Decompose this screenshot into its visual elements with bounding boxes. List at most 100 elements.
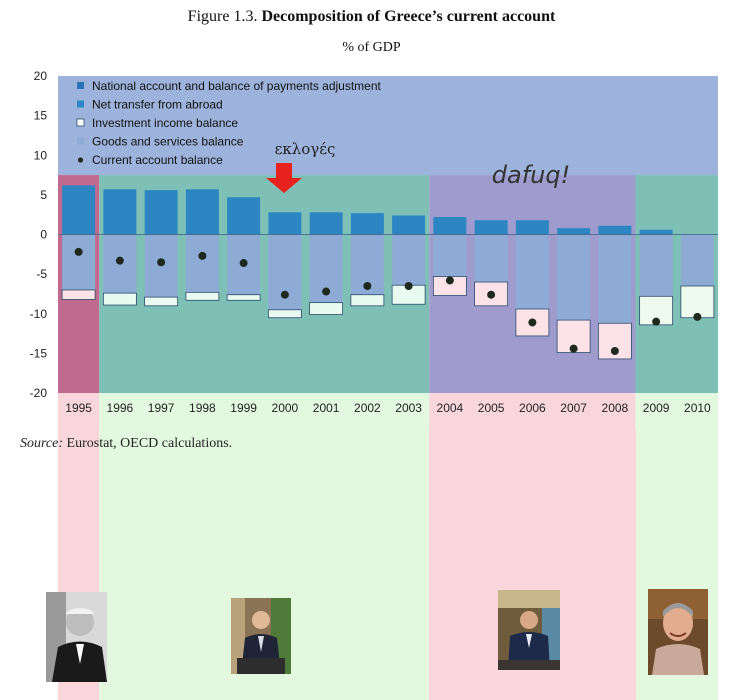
dot-current-account-2004 <box>445 276 454 285</box>
bar-net-transfer-2009 <box>639 229 673 235</box>
bar-goods-services-2003 <box>392 234 426 286</box>
bar-goods-services-2004 <box>433 234 467 277</box>
bar-investment-income-2000 <box>267 309 302 319</box>
y-tick-label-20: 20 <box>34 69 48 83</box>
legend-label-3: Goods and services balance <box>92 135 244 149</box>
dot-current-account-1997 <box>157 258 166 267</box>
period-band-lower-1996 <box>99 393 430 430</box>
bar-net-transfer-1996 <box>103 189 137 235</box>
arrow-down-icon <box>266 163 302 193</box>
bar-goods-services-2008 <box>598 234 632 324</box>
legend-swatch-1 <box>77 100 84 108</box>
legend-label-1: Net transfer from abroad <box>92 98 223 112</box>
x-tick-label-2009: 2009 <box>643 401 670 415</box>
legend-swatch-3 <box>77 137 84 145</box>
y-tick-label-10: 10 <box>34 148 48 162</box>
bar-investment-income-1998 <box>185 291 220 301</box>
x-tick-label-2007: 2007 <box>560 401 587 415</box>
bar-investment-income-1995 <box>61 289 96 300</box>
y-tick-label--5: -5 <box>36 267 47 281</box>
bar-goods-services-1995 <box>62 234 96 290</box>
figure-title: Figure 1.3. Decomposition of Greece’s cu… <box>0 8 743 26</box>
source-note: Source: Eurostat, OECD calculations. <box>20 436 232 452</box>
legend-label-0: National account and balance of payments… <box>92 79 382 93</box>
period-band-lower-2009 <box>635 393 718 430</box>
figure-subtitle: % of GDP <box>342 40 401 55</box>
portrait-2004-2008 <box>498 590 560 670</box>
x-tick-label-2008: 2008 <box>602 401 629 415</box>
portrait-2009 <box>648 589 708 675</box>
y-tick-label-5: 5 <box>40 188 47 202</box>
dot-current-account-2000 <box>280 290 289 299</box>
y-tick-label-15: 15 <box>34 109 48 123</box>
x-tick-label-1998: 1998 <box>189 401 216 415</box>
bar-goods-services-2005 <box>474 234 508 283</box>
x-tick-label-2000: 2000 <box>272 401 299 415</box>
y-tick-label--10: -10 <box>30 307 48 321</box>
bar-investment-income-1997 <box>144 296 179 307</box>
portrait-1995 <box>46 592 107 682</box>
legend-label-4: Current account balance <box>92 153 223 167</box>
period-band-lower-1995 <box>58 393 100 430</box>
plot-background <box>58 76 718 176</box>
y-tick-label--20: -20 <box>30 386 48 400</box>
legend-swatch-0 <box>77 82 84 89</box>
figure-title-text: Decomposition of Greece’s current accoun… <box>261 8 556 25</box>
dot-current-account-2002 <box>363 282 372 291</box>
dot-current-account-1996 <box>115 256 124 265</box>
x-tick-label-2010: 2010 <box>684 401 711 415</box>
bar-investment-income-1999 <box>226 294 261 301</box>
legend-label-2: Investment income balance <box>92 116 238 130</box>
dot-current-account-2007 <box>569 344 578 353</box>
x-tick-label-1997: 1997 <box>148 401 175 415</box>
annotation-elections: εκλογές <box>275 140 336 158</box>
x-tick-label-1995: 1995 <box>65 401 92 415</box>
x-tick-label-2001: 2001 <box>313 401 340 415</box>
period-band-lower-2004 <box>429 393 636 430</box>
bar-investment-income-2001 <box>309 302 344 315</box>
bar-net-transfer-2005 <box>474 220 508 235</box>
y-tick-label-0: 0 <box>40 228 47 242</box>
annotation-comment: dafuq! <box>492 161 570 189</box>
portrait-1996-2003 <box>231 598 291 674</box>
source-label: Source: <box>20 436 64 451</box>
x-tick-label-2005: 2005 <box>478 401 505 415</box>
dot-current-account-2010 <box>693 312 702 321</box>
bar-net-transfer-1999 <box>227 197 261 235</box>
bar-net-transfer-1998 <box>185 189 219 235</box>
bar-goods-services-2007 <box>557 234 591 321</box>
x-tick-label-2004: 2004 <box>437 401 464 415</box>
dot-current-account-1999 <box>239 259 248 268</box>
dot-current-account-2003 <box>404 282 413 291</box>
bar-net-transfer-2007 <box>557 228 591 235</box>
x-tick-label-1996: 1996 <box>107 401 134 415</box>
bar-net-transfer-2001 <box>309 212 343 235</box>
dot-current-account-2001 <box>322 287 331 296</box>
source-text: Eurostat, OECD calculations. <box>66 436 233 451</box>
bar-goods-services-2006 <box>515 234 549 309</box>
legend-swatch-2 <box>76 118 85 127</box>
x-tick-label-2006: 2006 <box>519 401 546 415</box>
dot-current-account-2005 <box>487 290 496 299</box>
x-tick-label-1999: 1999 <box>230 401 257 415</box>
bar-goods-services-2010 <box>680 234 714 287</box>
x-tick-label-2002: 2002 <box>354 401 381 415</box>
dot-current-account-2008 <box>610 346 619 355</box>
bar-net-transfer-2002 <box>350 213 384 235</box>
bar-investment-income-2006 <box>515 308 550 337</box>
current-account-chart: 1995 1996 1997 1998 1999 2000 2001 2002 2003 2004… <box>30 69 718 430</box>
bar-net-transfer-2000 <box>268 212 302 235</box>
bar-net-transfer-2004 <box>433 217 467 235</box>
x-tick-label-2003: 2003 <box>395 401 422 415</box>
bar-goods-services-1998 <box>185 234 219 293</box>
bar-net-transfer-1997 <box>144 190 178 235</box>
dot-current-account-1998 <box>198 251 207 260</box>
dot-current-account-1995 <box>74 247 83 256</box>
y-tick-label--15: -15 <box>30 346 48 360</box>
bar-investment-income-1996 <box>102 292 137 306</box>
bar-net-transfer-2008 <box>598 225 632 235</box>
bar-goods-services-2009 <box>639 234 673 297</box>
bar-net-transfer-2006 <box>515 220 549 235</box>
bar-net-transfer-1995 <box>62 185 96 235</box>
